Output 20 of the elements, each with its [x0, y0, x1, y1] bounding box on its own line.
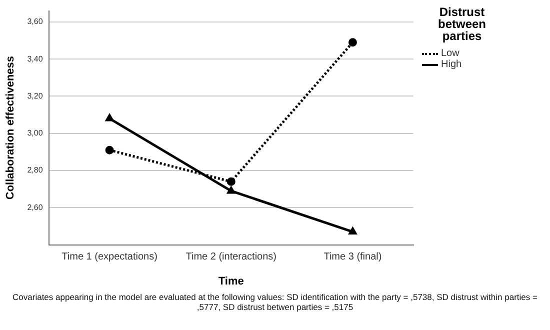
legend-title: Distrust between parties: [436, 5, 487, 43]
legend-label: High: [441, 59, 462, 70]
x-tick-label: Time 2 (interactions): [186, 252, 277, 263]
point: [227, 186, 235, 194]
point: [105, 146, 114, 154]
y-tick-label: 3,20: [27, 91, 44, 100]
y-axis-title: Collaboration effectiveness: [4, 56, 17, 200]
x-tick-label: Time 1 (expectations): [62, 252, 158, 263]
x-axis-title: Time: [218, 275, 244, 288]
y-tick-label: 3,00: [27, 128, 44, 138]
point: [348, 38, 357, 47]
y-tick-label: 3,40: [27, 54, 44, 64]
y-tick-label: 2,80: [27, 166, 44, 175]
y-tick-label: 2,60: [27, 202, 44, 212]
point: [226, 177, 236, 186]
x-tick-label: Time 3 (final): [324, 252, 382, 263]
text: Covariates appearing in the model are evaluated at the following values: SD identification with the party = ,5738, SD distrust within parties = ,5777, SD distrust betwen parties = ,5175: [12, 292, 538, 312]
y-tick-label: 3,60: [27, 17, 44, 26]
legend-label: Low: [441, 48, 460, 59]
point: [106, 114, 114, 122]
